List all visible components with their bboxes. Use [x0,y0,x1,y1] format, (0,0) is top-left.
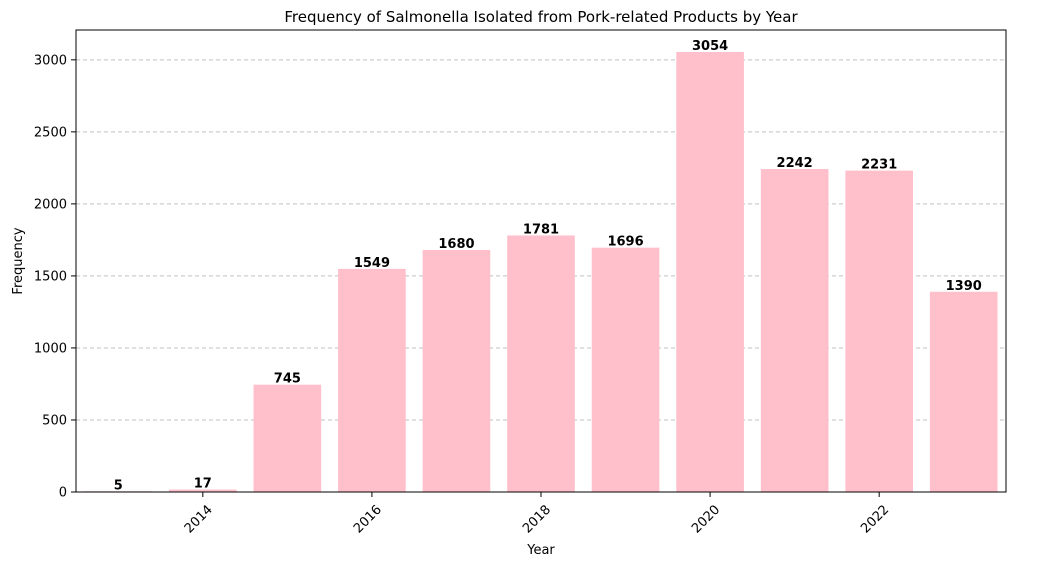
y-tick-label: 0 [59,486,67,501]
y-tick-label: 3000 [34,53,67,68]
bar [169,489,237,492]
bar-value-label: 1781 [523,222,559,237]
bars [84,52,998,493]
bar-value-label: 2242 [777,156,813,171]
y-tick-label: 500 [42,413,67,428]
bar-value-label: 2231 [861,158,897,173]
y-tick-label: 2000 [34,197,67,212]
data-labels: 5 17 745 1549 1680 1781 1696 3054 2242 2231 1390 [114,39,982,493]
bar [253,384,322,492]
x-tick-label: 2020 [689,502,723,536]
bar-value-label: 1549 [354,256,390,271]
bar [760,169,829,493]
bar [591,247,660,492]
bar [422,249,491,492]
x-axis: 2014 2016 2018 2020 2022 [182,492,892,536]
chart-title: Frequency of Salmonella Isolated from Po… [284,8,798,26]
x-tick-label: 2016 [351,502,385,536]
y-axis: 0 500 1000 1500 2000 2500 3000 [34,53,76,501]
x-axis-label: Year [526,543,555,558]
y-tick-label: 1000 [34,341,67,356]
bar [338,268,406,492]
y-axis-label: Frequency [11,227,26,294]
y-tick-label: 1500 [34,269,67,284]
bar-value-label: 1390 [946,279,982,294]
y-tick-label: 2500 [34,125,67,140]
x-tick-label: 2022 [858,502,892,536]
bar [676,52,744,492]
bar-value-label: 1696 [607,235,643,250]
x-tick-label: 2018 [520,502,554,536]
bar-value-label: 17 [194,477,212,492]
bar-value-label: 745 [274,372,301,387]
bar-value-label: 1680 [438,237,474,252]
bar-value-label: 3054 [692,39,728,54]
x-tick-label: 2014 [182,502,216,536]
bar-value-label: 5 [114,478,123,493]
bar [929,291,998,492]
bar [507,235,575,492]
bar [845,170,913,493]
